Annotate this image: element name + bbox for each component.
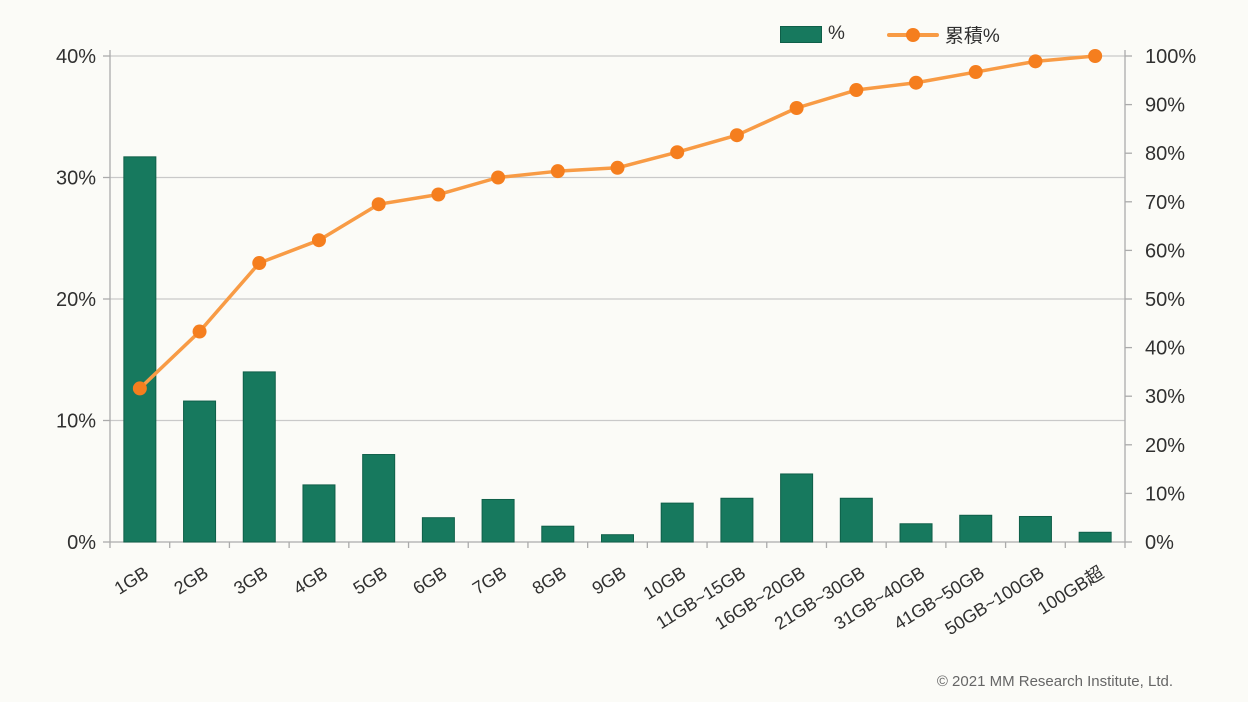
right-axis-tick-label: 70% [1145, 192, 1185, 214]
left-axis-tick-label: 30% [56, 168, 96, 190]
cumulative-point [1028, 54, 1043, 69]
right-axis-tick-label: 100% [1145, 46, 1196, 68]
x-axis-category-label: 3GB [230, 562, 271, 598]
right-axis-tick-label: 50% [1145, 289, 1185, 311]
bar [899, 523, 933, 543]
x-axis-category-label: 2GB [171, 562, 212, 598]
x-axis-category-label: 9GB [588, 562, 629, 598]
bar [1078, 531, 1112, 543]
left-axis-tick-label: 10% [56, 411, 96, 433]
cumulative-point [311, 233, 326, 248]
cumulative-point [670, 145, 685, 160]
bar [780, 473, 814, 543]
cumulative-point [849, 83, 864, 98]
bar [123, 156, 157, 543]
bar [660, 502, 694, 543]
right-axis-tick-label: 30% [1145, 386, 1185, 408]
bar [839, 497, 873, 543]
cumulative-line [138, 54, 1096, 390]
x-axis-category-label: 5GB [350, 562, 391, 598]
bar [362, 454, 396, 543]
cumulative-point [909, 75, 924, 90]
x-axis-category-label: 100GB超 [1034, 562, 1107, 618]
right-axis-tick-label: 20% [1145, 435, 1185, 457]
x-axis-category-label: 8GB [529, 562, 570, 598]
x-axis-category-label: 7GB [469, 562, 510, 598]
left-axis-tick-label: 40% [56, 46, 96, 68]
cumulative-point [789, 101, 804, 116]
right-axis-tick-label: 40% [1145, 338, 1185, 360]
bar [720, 497, 754, 543]
bar [1018, 515, 1052, 543]
cumulative-point [132, 381, 147, 396]
bar [302, 484, 336, 543]
cumulative-point [550, 164, 565, 179]
bar-series-label: % [828, 23, 845, 44]
bar [541, 525, 575, 543]
cumulative-point [610, 160, 625, 175]
bar-series-swatch-icon [780, 25, 822, 43]
right-axis-tick-label: 0% [1145, 532, 1174, 554]
left-axis-tick-label: 0% [67, 532, 96, 554]
x-axis-category-label: 4GB [290, 562, 331, 598]
bar [183, 400, 217, 543]
cumulative-point [192, 324, 207, 339]
bar [242, 371, 276, 543]
copyright-text: © 2021 MM Research Institute, Ltd. [936, 673, 1173, 690]
bar [481, 498, 515, 543]
right-axis-tick-label: 10% [1145, 483, 1185, 505]
cumulative-point [491, 170, 506, 185]
cumulative-point [968, 65, 983, 80]
right-axis-tick-label: 60% [1145, 240, 1185, 262]
cumulative-point [729, 128, 744, 143]
left-axis-tick-label: 20% [56, 289, 96, 311]
line-series-swatch-icon [886, 27, 939, 42]
chart-legend: % 累積% [780, 20, 1000, 48]
bar [601, 534, 634, 543]
cumulative-point [371, 197, 386, 212]
right-axis-tick-label: 80% [1145, 143, 1185, 165]
cumulative-point [431, 187, 446, 202]
line-series-label: 累積% [944, 25, 1000, 47]
x-axis-category-label: 1GB [111, 562, 152, 598]
bar [959, 514, 993, 543]
cumulative-point [1088, 49, 1103, 63]
x-axis-category-label: 6GB [409, 562, 450, 598]
bar [421, 517, 455, 543]
cumulative-point [252, 256, 267, 271]
right-axis-tick-label: 90% [1145, 95, 1185, 117]
